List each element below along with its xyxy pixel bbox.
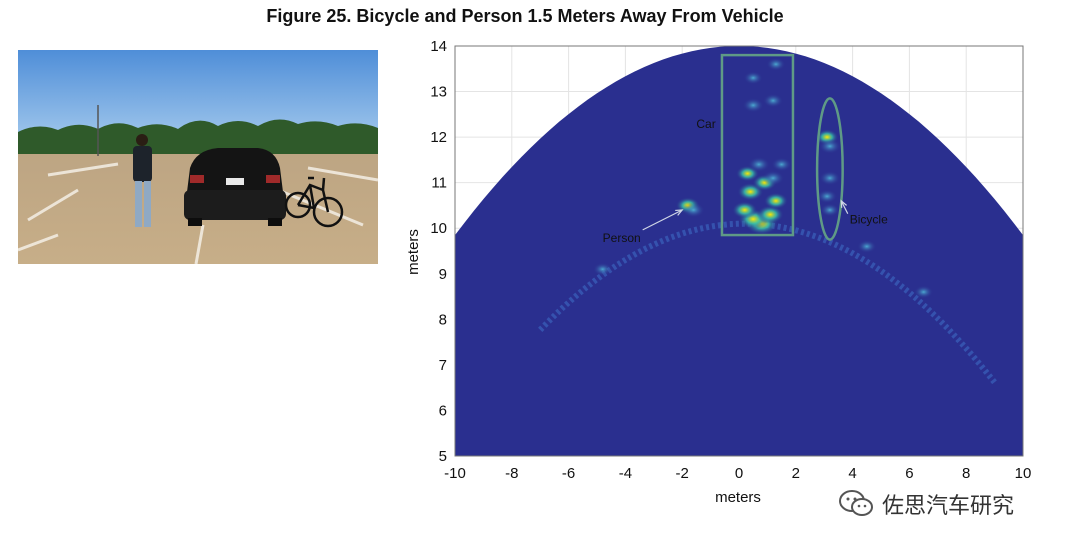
- x-tick-label: -2: [676, 465, 689, 482]
- y-axis-label: meters: [405, 229, 422, 275]
- y-tick-labels: 5 6 7 8 9 10 11 12 13 14: [430, 38, 447, 465]
- watermark: 佐思汽车研究: [838, 487, 1014, 521]
- x-tick-label: 4: [848, 465, 856, 482]
- detection-point: [756, 205, 784, 224]
- annotation-car: Car: [696, 117, 715, 131]
- car-box: [720, 53, 795, 237]
- y-tick-label: 9: [439, 266, 447, 283]
- x-tick-label: -6: [562, 465, 575, 482]
- x-tick-label: 10: [1015, 465, 1032, 482]
- parking-lot-photo: [18, 50, 378, 264]
- car: [184, 148, 286, 226]
- detection-point: [763, 93, 784, 108]
- x-tick-labels: -10 -8 -6 -4 -2 0 2 4 6 8 10: [444, 465, 1031, 482]
- annotation-arrow: [840, 200, 849, 214]
- x-tick-label: -10: [444, 465, 466, 482]
- figure-title: Figure 25. Bicycle and Person 1.5 Meters…: [266, 6, 784, 26]
- y-tick-label: 6: [439, 402, 447, 419]
- x-tick-label: -4: [619, 465, 632, 482]
- detection-point: [819, 170, 841, 186]
- y-tick-label: 7: [439, 357, 447, 374]
- y-tick-label: 11: [431, 175, 447, 192]
- bicycle-ellipse: [815, 97, 844, 241]
- y-tick-label: 14: [430, 38, 447, 55]
- detection-point: [766, 57, 786, 71]
- y-tick-label: 5: [439, 448, 447, 465]
- y-tick-label: 10: [430, 220, 447, 237]
- y-tick-label: 13: [430, 84, 447, 101]
- x-tick-label: 6: [905, 465, 913, 482]
- detection-point: [743, 71, 763, 85]
- annotation-arrowhead: [675, 209, 684, 216]
- wechat-icon: [839, 490, 873, 516]
- y-tick-label: 12: [430, 129, 447, 146]
- x-tick-label: -8: [505, 465, 518, 482]
- plot-frame: [454, 45, 1024, 457]
- detection-point: [816, 189, 838, 204]
- detection-point: [763, 192, 788, 210]
- person: [133, 134, 152, 227]
- detection-point: [771, 157, 792, 172]
- detection-point: [762, 170, 785, 186]
- detection-point: [593, 262, 613, 276]
- detection-point: [747, 156, 770, 172]
- detections: [593, 57, 934, 299]
- annotation-bicycle: Bicycle: [850, 213, 888, 227]
- detection-point: [820, 203, 840, 217]
- detection-point: [732, 201, 758, 219]
- radar-field-of-view: [455, 46, 1023, 456]
- annotation-person: Person: [603, 231, 641, 245]
- annotation-arrowhead: [840, 199, 847, 208]
- x-tick-label: 0: [735, 465, 743, 482]
- x-axis-label: meters: [715, 489, 761, 506]
- watermark-text: 佐思汽车研究: [882, 494, 1015, 519]
- tree-line: [18, 119, 378, 158]
- x-tick-label: 2: [792, 465, 800, 482]
- x-tick-label: 8: [962, 465, 970, 482]
- photo-illustration: [18, 50, 378, 264]
- detection-point: [857, 239, 877, 253]
- y-tick-label: 8: [439, 311, 447, 328]
- annotation-regions: [720, 53, 844, 241]
- detection-point: [742, 98, 764, 113]
- detection-point: [682, 202, 705, 218]
- annotations: Car Person Bicycle: [603, 117, 888, 245]
- bicycle: [284, 176, 344, 228]
- detection-point: [818, 138, 841, 154]
- detection-point: [914, 285, 934, 299]
- annotation-arrow: [642, 209, 683, 231]
